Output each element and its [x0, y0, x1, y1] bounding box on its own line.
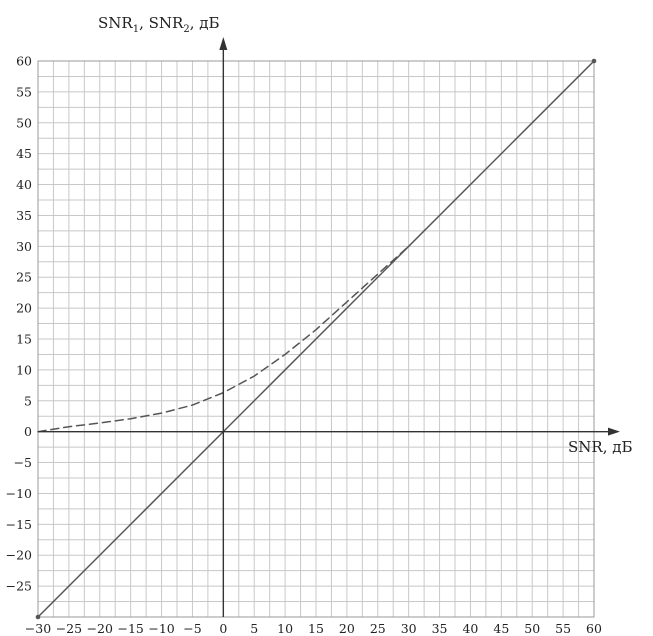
y-tick-label: −5 [14, 455, 32, 470]
x-tick-label: −5 [183, 621, 201, 636]
y-tick-label: 15 [16, 332, 32, 347]
x-tick-label: −30 [25, 621, 51, 636]
x-tick-label: 25 [370, 621, 386, 636]
y-tick-label: 60 [16, 54, 32, 69]
y-tick-label: −25 [6, 579, 32, 594]
x-tick-label: −15 [117, 621, 143, 636]
y-tick-label: −10 [6, 486, 32, 501]
solid-line-series [37, 60, 595, 618]
y-tick-label: −20 [6, 548, 32, 563]
x-tick-label: 50 [524, 621, 540, 636]
y-tick-label: 0 [24, 424, 32, 439]
x-tick-label: 35 [432, 621, 448, 636]
x-tick-label: 5 [250, 621, 258, 636]
x-tick-label: 20 [339, 621, 355, 636]
y-axis-label: SNR1, SNR2, дБ [98, 14, 220, 35]
y-axis-arrow-icon [219, 37, 228, 50]
y-tick-label: 5 [24, 393, 32, 408]
x-tick-label: −25 [56, 621, 82, 636]
x-tick-label: 30 [401, 621, 417, 636]
y-tick-label: 45 [16, 146, 32, 161]
x-tick-label: 45 [493, 621, 509, 636]
x-axis-arrow-icon [608, 427, 620, 436]
x-tick-label: 15 [308, 621, 324, 636]
y-tick-label: −15 [6, 517, 32, 532]
y-tick-label: 20 [16, 301, 32, 316]
plot-frame [37, 60, 595, 618]
x-tick-label: 10 [277, 621, 293, 636]
axes [38, 37, 620, 617]
x-tick-label: −20 [87, 621, 113, 636]
series-endpoint-marker [35, 614, 41, 620]
series-endpoint-marker [591, 58, 597, 64]
x-tick-labels: −30 −25 −20 −15 −10 −5 0 5 10 15 20 25 30 35 40 45 50 55 6… [25, 621, 602, 636]
x-tick-label: 40 [462, 621, 478, 636]
y-tick-label: 10 [16, 362, 32, 377]
y-tick-label: 30 [16, 239, 32, 254]
x-tick-label: 0 [219, 621, 227, 636]
x-tick-label: −10 [148, 621, 174, 636]
y-tick-label: 40 [16, 177, 32, 192]
x-axis-label: SNR, дБ [568, 438, 633, 456]
y-tick-label: 55 [16, 84, 32, 99]
x-tick-label: 55 [555, 621, 571, 636]
x-tick-label: 60 [586, 621, 602, 636]
y-tick-label: 35 [16, 208, 32, 223]
y-tick-label: 25 [16, 270, 32, 285]
y-tick-label: 50 [16, 115, 32, 130]
